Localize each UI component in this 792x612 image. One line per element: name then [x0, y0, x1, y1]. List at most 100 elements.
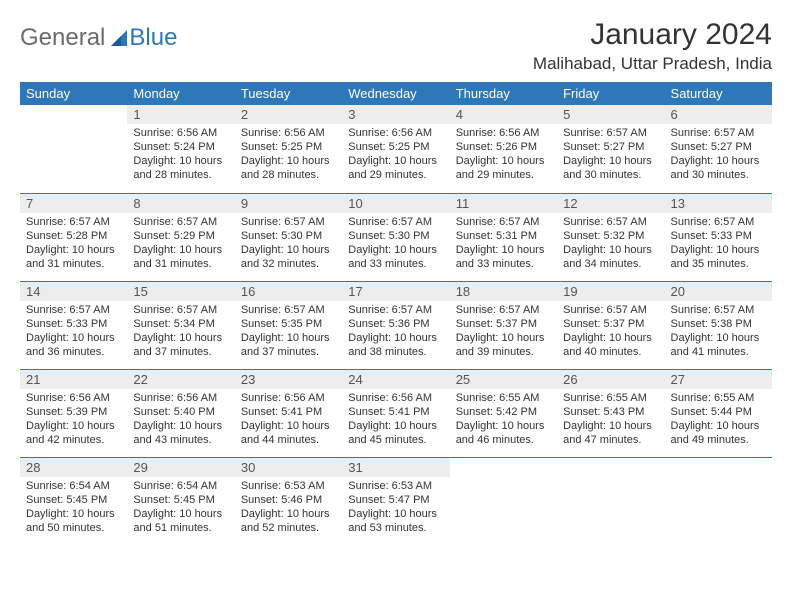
day-number: 22 [127, 370, 234, 389]
day-number: 30 [235, 458, 342, 477]
weekday-header: Tuesday [235, 82, 342, 105]
calendar-week-row: 28Sunrise: 6:54 AMSunset: 5:45 PMDayligh… [20, 457, 772, 545]
calendar-day-cell: 1Sunrise: 6:56 AMSunset: 5:24 PMDaylight… [127, 105, 234, 193]
day-number: 9 [235, 194, 342, 213]
day-number: 18 [450, 282, 557, 301]
day-number: 16 [235, 282, 342, 301]
calendar-body: 1Sunrise: 6:56 AMSunset: 5:24 PMDaylight… [20, 105, 772, 545]
location: Malihabad, Uttar Pradesh, India [533, 54, 772, 74]
calendar-day-cell: 16Sunrise: 6:57 AMSunset: 5:35 PMDayligh… [235, 281, 342, 369]
weekday-header: Thursday [450, 82, 557, 105]
day-info: Sunrise: 6:56 AMSunset: 5:41 PMDaylight:… [235, 389, 342, 451]
calendar-day-cell: 10Sunrise: 6:57 AMSunset: 5:30 PMDayligh… [342, 193, 449, 281]
day-info: Sunrise: 6:56 AMSunset: 5:26 PMDaylight:… [450, 124, 557, 186]
day-info: Sunrise: 6:57 AMSunset: 5:29 PMDaylight:… [127, 213, 234, 275]
day-number: 1 [127, 105, 234, 124]
calendar-day-cell [20, 105, 127, 193]
calendar-day-cell: 11Sunrise: 6:57 AMSunset: 5:31 PMDayligh… [450, 193, 557, 281]
calendar-day-cell: 6Sunrise: 6:57 AMSunset: 5:27 PMDaylight… [665, 105, 772, 193]
brand-sail-icon [109, 28, 129, 48]
weekday-header: Friday [557, 82, 664, 105]
calendar-day-cell: 3Sunrise: 6:56 AMSunset: 5:25 PMDaylight… [342, 105, 449, 193]
day-number: 7 [20, 194, 127, 213]
day-info: Sunrise: 6:57 AMSunset: 5:28 PMDaylight:… [20, 213, 127, 275]
weekday-header: Saturday [665, 82, 772, 105]
calendar-day-cell: 13Sunrise: 6:57 AMSunset: 5:33 PMDayligh… [665, 193, 772, 281]
day-number: 27 [665, 370, 772, 389]
day-number: 14 [20, 282, 127, 301]
header: General Blue January 2024 Malihabad, Utt… [20, 18, 772, 74]
day-info: Sunrise: 6:55 AMSunset: 5:42 PMDaylight:… [450, 389, 557, 451]
day-info: Sunrise: 6:57 AMSunset: 5:37 PMDaylight:… [450, 301, 557, 363]
day-info: Sunrise: 6:55 AMSunset: 5:43 PMDaylight:… [557, 389, 664, 451]
day-info: Sunrise: 6:57 AMSunset: 5:37 PMDaylight:… [557, 301, 664, 363]
calendar-day-cell: 20Sunrise: 6:57 AMSunset: 5:38 PMDayligh… [665, 281, 772, 369]
day-info: Sunrise: 6:57 AMSunset: 5:34 PMDaylight:… [127, 301, 234, 363]
day-info: Sunrise: 6:57 AMSunset: 5:31 PMDaylight:… [450, 213, 557, 275]
day-number: 21 [20, 370, 127, 389]
day-info: Sunrise: 6:53 AMSunset: 5:46 PMDaylight:… [235, 477, 342, 539]
calendar-day-cell: 2Sunrise: 6:56 AMSunset: 5:25 PMDaylight… [235, 105, 342, 193]
day-info: Sunrise: 6:57 AMSunset: 5:30 PMDaylight:… [342, 213, 449, 275]
day-info: Sunrise: 6:57 AMSunset: 5:27 PMDaylight:… [665, 124, 772, 186]
calendar-day-cell: 17Sunrise: 6:57 AMSunset: 5:36 PMDayligh… [342, 281, 449, 369]
day-info: Sunrise: 6:54 AMSunset: 5:45 PMDaylight:… [127, 477, 234, 539]
weekday-header: Monday [127, 82, 234, 105]
day-info: Sunrise: 6:57 AMSunset: 5:33 PMDaylight:… [20, 301, 127, 363]
day-number: 19 [557, 282, 664, 301]
calendar-day-cell: 5Sunrise: 6:57 AMSunset: 5:27 PMDaylight… [557, 105, 664, 193]
calendar-day-cell: 15Sunrise: 6:57 AMSunset: 5:34 PMDayligh… [127, 281, 234, 369]
calendar-day-cell: 4Sunrise: 6:56 AMSunset: 5:26 PMDaylight… [450, 105, 557, 193]
day-info: Sunrise: 6:56 AMSunset: 5:25 PMDaylight:… [342, 124, 449, 186]
weekday-header-row: SundayMondayTuesdayWednesdayThursdayFrid… [20, 82, 772, 105]
day-info: Sunrise: 6:53 AMSunset: 5:47 PMDaylight:… [342, 477, 449, 539]
calendar-day-cell: 26Sunrise: 6:55 AMSunset: 5:43 PMDayligh… [557, 369, 664, 457]
day-number: 20 [665, 282, 772, 301]
day-number: 26 [557, 370, 664, 389]
day-info: Sunrise: 6:56 AMSunset: 5:40 PMDaylight:… [127, 389, 234, 451]
day-number: 15 [127, 282, 234, 301]
calendar-day-cell: 31Sunrise: 6:53 AMSunset: 5:47 PMDayligh… [342, 457, 449, 545]
calendar-day-cell: 23Sunrise: 6:56 AMSunset: 5:41 PMDayligh… [235, 369, 342, 457]
day-info: Sunrise: 6:56 AMSunset: 5:39 PMDaylight:… [20, 389, 127, 451]
calendar-table: SundayMondayTuesdayWednesdayThursdayFrid… [20, 82, 772, 545]
day-number: 25 [450, 370, 557, 389]
calendar-day-cell: 14Sunrise: 6:57 AMSunset: 5:33 PMDayligh… [20, 281, 127, 369]
day-number: 5 [557, 105, 664, 124]
day-number: 3 [342, 105, 449, 124]
day-info: Sunrise: 6:56 AMSunset: 5:24 PMDaylight:… [127, 124, 234, 186]
day-number: 10 [342, 194, 449, 213]
day-number: 12 [557, 194, 664, 213]
day-info: Sunrise: 6:57 AMSunset: 5:36 PMDaylight:… [342, 301, 449, 363]
calendar-day-cell: 30Sunrise: 6:53 AMSunset: 5:46 PMDayligh… [235, 457, 342, 545]
calendar-day-cell: 18Sunrise: 6:57 AMSunset: 5:37 PMDayligh… [450, 281, 557, 369]
day-number: 31 [342, 458, 449, 477]
day-info: Sunrise: 6:57 AMSunset: 5:30 PMDaylight:… [235, 213, 342, 275]
brand-logo: General Blue [20, 18, 177, 52]
day-number: 4 [450, 105, 557, 124]
day-number: 29 [127, 458, 234, 477]
calendar-day-cell: 25Sunrise: 6:55 AMSunset: 5:42 PMDayligh… [450, 369, 557, 457]
day-info: Sunrise: 6:57 AMSunset: 5:27 PMDaylight:… [557, 124, 664, 186]
calendar-day-cell: 27Sunrise: 6:55 AMSunset: 5:44 PMDayligh… [665, 369, 772, 457]
calendar-day-cell: 12Sunrise: 6:57 AMSunset: 5:32 PMDayligh… [557, 193, 664, 281]
calendar-day-cell: 19Sunrise: 6:57 AMSunset: 5:37 PMDayligh… [557, 281, 664, 369]
day-info: Sunrise: 6:57 AMSunset: 5:33 PMDaylight:… [665, 213, 772, 275]
day-info: Sunrise: 6:55 AMSunset: 5:44 PMDaylight:… [665, 389, 772, 451]
day-info: Sunrise: 6:54 AMSunset: 5:45 PMDaylight:… [20, 477, 127, 539]
month-title: January 2024 [533, 18, 772, 52]
calendar-day-cell: 9Sunrise: 6:57 AMSunset: 5:30 PMDaylight… [235, 193, 342, 281]
weekday-header: Sunday [20, 82, 127, 105]
day-number: 23 [235, 370, 342, 389]
day-info: Sunrise: 6:57 AMSunset: 5:35 PMDaylight:… [235, 301, 342, 363]
day-number: 8 [127, 194, 234, 213]
calendar-day-cell [665, 457, 772, 545]
title-block: January 2024 Malihabad, Uttar Pradesh, I… [533, 18, 772, 74]
day-number: 13 [665, 194, 772, 213]
day-number: 6 [665, 105, 772, 124]
day-info: Sunrise: 6:56 AMSunset: 5:25 PMDaylight:… [235, 124, 342, 186]
weekday-header: Wednesday [342, 82, 449, 105]
day-info: Sunrise: 6:57 AMSunset: 5:38 PMDaylight:… [665, 301, 772, 363]
calendar-week-row: 21Sunrise: 6:56 AMSunset: 5:39 PMDayligh… [20, 369, 772, 457]
calendar-day-cell: 21Sunrise: 6:56 AMSunset: 5:39 PMDayligh… [20, 369, 127, 457]
